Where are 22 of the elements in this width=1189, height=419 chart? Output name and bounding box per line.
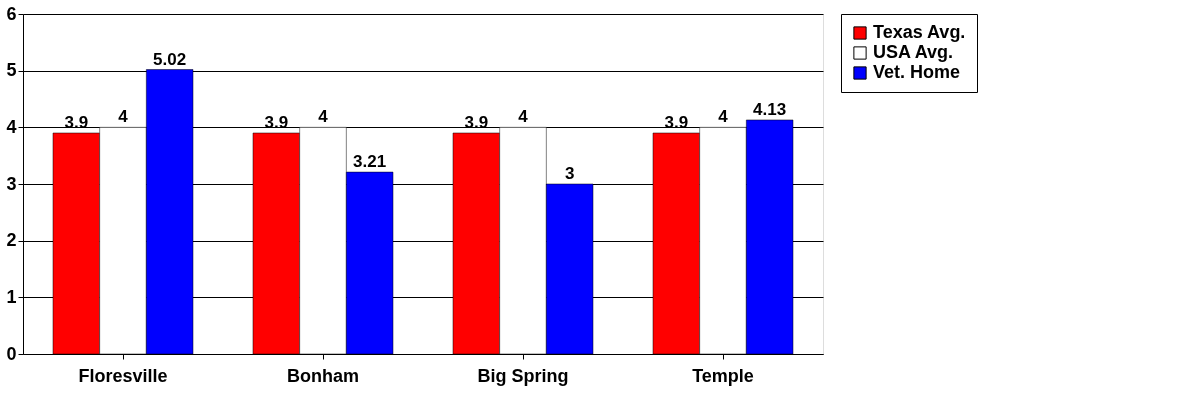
y-tick-label: 5: [6, 60, 17, 81]
data-label: 4: [118, 107, 129, 127]
data-label: 4: [518, 107, 529, 127]
data-label: 4.13: [753, 99, 787, 119]
y-tick-label: 6: [6, 3, 17, 24]
data-label: 3.21: [353, 152, 387, 172]
y-tick-label: 4: [6, 116, 17, 137]
legend-label: Vet. Home: [873, 62, 961, 82]
data-label: 3: [564, 164, 575, 183]
x-tick-label: Floresville: [78, 365, 168, 386]
data-label: 5.02: [153, 49, 187, 69]
data-label: 4: [718, 107, 729, 127]
y-tick-label: 2: [6, 230, 17, 251]
x-tick-label: Bonham: [287, 365, 359, 386]
y-tick-label: 0: [6, 343, 17, 364]
legend-label: Texas Avg.: [873, 22, 966, 42]
y-tick-label: 1: [6, 286, 17, 307]
data-label: 4: [318, 107, 329, 127]
legend-label: USA Avg.: [873, 42, 954, 62]
x-tick-label: Big Spring: [477, 365, 569, 386]
y-tick-label: 3: [6, 173, 17, 194]
x-tick-label: Temple: [692, 365, 754, 386]
